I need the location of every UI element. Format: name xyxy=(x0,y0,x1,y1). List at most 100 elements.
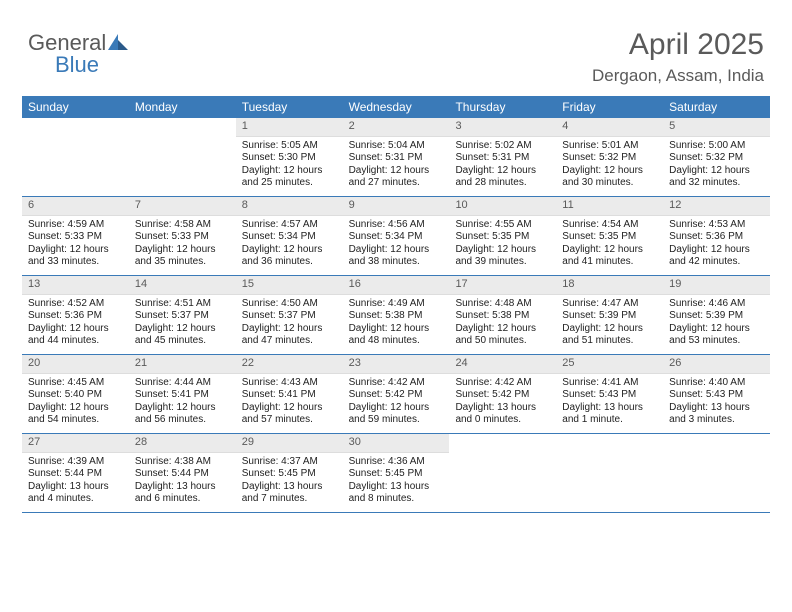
day-line: Daylight: 12 hours xyxy=(562,323,657,336)
day-content: Sunrise: 4:41 AMSunset: 5:43 PMDaylight:… xyxy=(556,374,663,433)
day-line: Daylight: 13 hours xyxy=(669,402,764,415)
day-line: and 7 minutes. xyxy=(242,493,337,506)
calendar-day: 18Sunrise: 4:47 AMSunset: 5:39 PMDayligh… xyxy=(556,276,663,354)
day-line: Sunset: 5:33 PM xyxy=(135,231,230,244)
day-number: 2 xyxy=(343,118,450,137)
day-line: Sunset: 5:31 PM xyxy=(349,152,444,165)
day-line: Sunset: 5:35 PM xyxy=(562,231,657,244)
day-number: 20 xyxy=(22,355,129,374)
day-line: Sunset: 5:34 PM xyxy=(242,231,337,244)
day-line: and 4 minutes. xyxy=(28,493,123,506)
day-line: and 56 minutes. xyxy=(135,414,230,427)
calendar-week: 1Sunrise: 5:05 AMSunset: 5:30 PMDaylight… xyxy=(22,118,770,197)
calendar-day: 6Sunrise: 4:59 AMSunset: 5:33 PMDaylight… xyxy=(22,197,129,275)
day-line: Sunset: 5:41 PM xyxy=(242,389,337,402)
day-line: Sunrise: 4:52 AM xyxy=(28,298,123,311)
calendar-day xyxy=(663,434,770,512)
day-line: Daylight: 12 hours xyxy=(135,402,230,415)
day-number: 21 xyxy=(129,355,236,374)
day-line: and 48 minutes. xyxy=(349,335,444,348)
calendar-day: 21 Sunrise: 4:44 AMSunset: 5:41 PMDayligh… xyxy=(129,355,236,433)
day-line: and 53 minutes. xyxy=(669,335,764,348)
day-number: 15 xyxy=(236,276,343,295)
location-label: Dergaon, Assam, India xyxy=(592,66,764,86)
day-content: Sunrise: 4:36 AMSunset: 5:45 PMDaylight:… xyxy=(343,453,450,512)
day-number: 5 xyxy=(663,118,770,137)
day-line: Sunset: 5:32 PM xyxy=(669,152,764,165)
calendar-day: 10Sunrise: 4:55 AMSunset: 5:35 PMDayligh… xyxy=(449,197,556,275)
calendar-day: 25Sunrise: 4:41 AMSunset: 5:43 PMDayligh… xyxy=(556,355,663,433)
day-number: 26 xyxy=(663,355,770,374)
calendar-day: 15Sunrise: 4:50 AMSunset: 5:37 PMDayligh… xyxy=(236,276,343,354)
calendar-header-row: SundayMondayTuesdayWednesdayThursdayFrid… xyxy=(22,96,770,118)
day-number: 13 xyxy=(22,276,129,295)
calendar-day: 13Sunrise: 4:52 AMSunset: 5:36 PMDayligh… xyxy=(22,276,129,354)
day-content: Sunrise: 4:57 AMSunset: 5:34 PMDaylight:… xyxy=(236,216,343,275)
day-line: Sunset: 5:45 PM xyxy=(242,468,337,481)
day-line: and 6 minutes. xyxy=(135,493,230,506)
calendar-weeks: 1Sunrise: 5:05 AMSunset: 5:30 PMDaylight… xyxy=(22,118,770,513)
day-line: Sunrise: 4:36 AM xyxy=(349,456,444,469)
day-number: 24 xyxy=(449,355,556,374)
day-line: and 41 minutes. xyxy=(562,256,657,269)
day-line: Sunset: 5:43 PM xyxy=(669,389,764,402)
day-line: Sunrise: 4:42 AM xyxy=(455,377,550,390)
day-line: Sunset: 5:41 PM xyxy=(135,389,230,402)
day-line: Sunset: 5:39 PM xyxy=(669,310,764,323)
day-line: Sunrise: 4:37 AM xyxy=(242,456,337,469)
day-content: Sunrise: 4:59 AMSunset: 5:33 PMDaylight:… xyxy=(22,216,129,275)
day-content: Sunrise: 4:46 AMSunset: 5:39 PMDaylight:… xyxy=(663,295,770,354)
day-number: 29 xyxy=(236,434,343,453)
day-header: Sunday xyxy=(22,96,129,118)
day-number: 6 xyxy=(22,197,129,216)
day-line: and 50 minutes. xyxy=(455,335,550,348)
day-line: Daylight: 12 hours xyxy=(562,244,657,257)
day-line: and 27 minutes. xyxy=(349,177,444,190)
day-line: Sunrise: 4:53 AM xyxy=(669,219,764,232)
day-header: Tuesday xyxy=(236,96,343,118)
day-line: Sunrise: 4:44 AM xyxy=(135,377,230,390)
day-line: Daylight: 13 hours xyxy=(562,402,657,415)
logo-icon xyxy=(108,30,128,56)
day-line: Sunrise: 4:48 AM xyxy=(455,298,550,311)
day-line: and 59 minutes. xyxy=(349,414,444,427)
calendar-day xyxy=(129,118,236,196)
day-content: Sunrise: 4:39 AMSunset: 5:44 PMDaylight:… xyxy=(22,453,129,512)
calendar-day: 11Sunrise: 4:54 AMSunset: 5:35 PMDayligh… xyxy=(556,197,663,275)
day-line: and 44 minutes. xyxy=(28,335,123,348)
day-line: Sunset: 5:42 PM xyxy=(349,389,444,402)
day-line: Daylight: 13 hours xyxy=(135,481,230,494)
day-content: Sunrise: 4:55 AMSunset: 5:35 PMDaylight:… xyxy=(449,216,556,275)
day-line: Sunrise: 4:43 AM xyxy=(242,377,337,390)
day-number: 18 xyxy=(556,276,663,295)
calendar-week: 20Sunrise: 4:45 AMSunset: 5:40 PMDayligh… xyxy=(22,355,770,434)
day-line: Sunrise: 4:55 AM xyxy=(455,219,550,232)
day-line: Daylight: 12 hours xyxy=(455,244,550,257)
day-line: Sunset: 5:35 PM xyxy=(455,231,550,244)
day-line: Sunrise: 4:56 AM xyxy=(349,219,444,232)
day-number: 1 xyxy=(236,118,343,137)
day-content: Sunrise: 4:50 AMSunset: 5:37 PMDaylight:… xyxy=(236,295,343,354)
day-line: and 47 minutes. xyxy=(242,335,337,348)
day-line: Daylight: 13 hours xyxy=(455,402,550,415)
calendar-day: 22Sunrise: 4:43 AMSunset: 5:41 PMDayligh… xyxy=(236,355,343,433)
calendar-day: 20Sunrise: 4:45 AMSunset: 5:40 PMDayligh… xyxy=(22,355,129,433)
day-content: Sunrise: 5:00 AMSunset: 5:32 PMDaylight:… xyxy=(663,137,770,196)
day-line: Sunset: 5:38 PM xyxy=(455,310,550,323)
day-line: Daylight: 12 hours xyxy=(28,323,123,336)
calendar-day: 5Sunrise: 5:00 AMSunset: 5:32 PMDaylight… xyxy=(663,118,770,196)
calendar-day: 19Sunrise: 4:46 AMSunset: 5:39 PMDayligh… xyxy=(663,276,770,354)
day-header: Wednesday xyxy=(343,96,450,118)
day-line: Sunrise: 4:51 AM xyxy=(135,298,230,311)
day-number: 16 xyxy=(343,276,450,295)
day-line: and 30 minutes. xyxy=(562,177,657,190)
day-line: Sunrise: 4:50 AM xyxy=(242,298,337,311)
day-line: Daylight: 12 hours xyxy=(562,165,657,178)
day-content: Sunrise: 4:52 AMSunset: 5:36 PMDaylight:… xyxy=(22,295,129,354)
day-number: 9 xyxy=(343,197,450,216)
day-line: Sunset: 5:37 PM xyxy=(135,310,230,323)
day-line: Sunrise: 4:59 AM xyxy=(28,219,123,232)
day-line: Daylight: 12 hours xyxy=(669,244,764,257)
day-line: Daylight: 13 hours xyxy=(242,481,337,494)
calendar-day xyxy=(556,434,663,512)
